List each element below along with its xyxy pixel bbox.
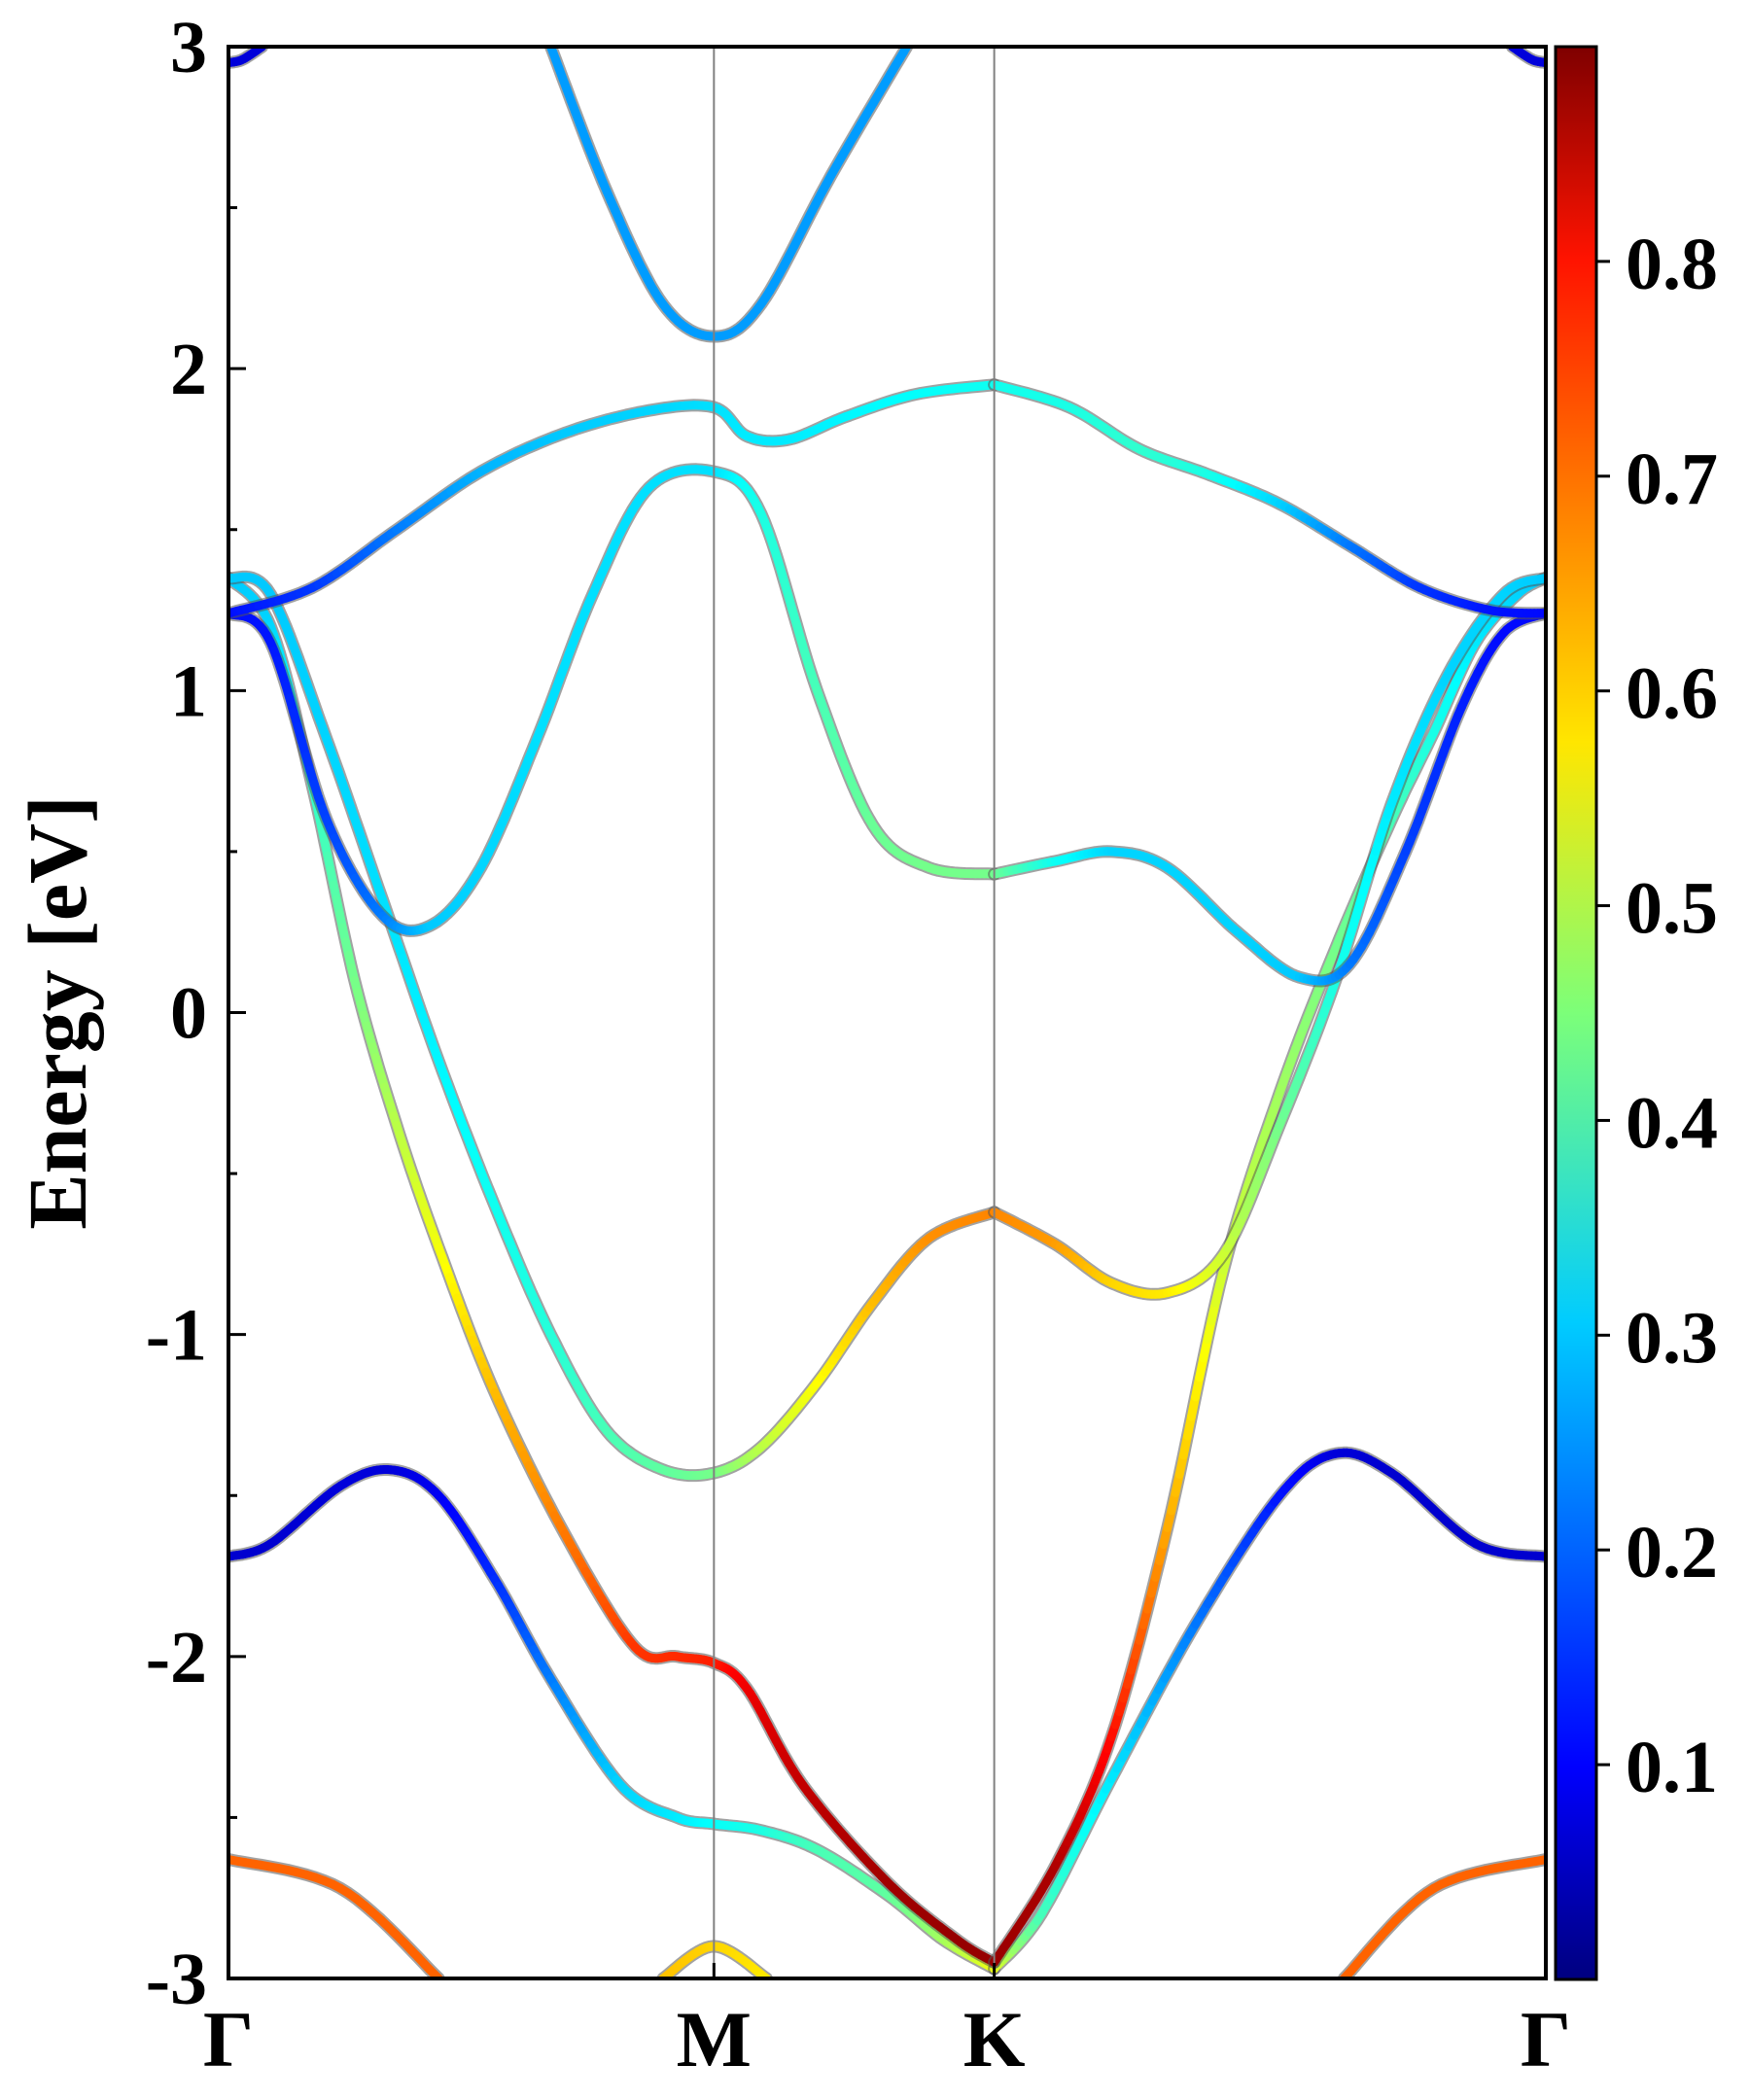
colorbar-ticks-group <box>1596 260 1610 1767</box>
colorbar <box>1554 45 1598 1981</box>
band-series-group <box>228 47 1546 1978</box>
band-5 <box>988 1446 1546 1976</box>
y-tick-label: -3 <box>146 1939 207 2020</box>
y-axis-label: Energy [eV] <box>11 795 104 1230</box>
band-16 <box>1505 47 1546 70</box>
band-3 <box>1337 1853 1546 1978</box>
band-9 <box>988 571 1546 1301</box>
x-tick-label: Γ <box>203 1995 254 2083</box>
band-11 <box>988 607 1546 988</box>
band-13 <box>988 378 1546 620</box>
colorbar-tick-label: 0.8 <box>1626 224 1718 305</box>
band-1 <box>228 1853 445 1978</box>
y-tick-label: -2 <box>146 1617 207 1698</box>
band-7-outline <box>988 571 1546 1969</box>
band-10 <box>228 463 1001 937</box>
y-tick-label: 2 <box>170 329 207 410</box>
band-7 <box>988 571 1546 1969</box>
band-14 <box>544 47 914 343</box>
band-1-outline <box>228 1853 445 1978</box>
band-15 <box>228 47 269 70</box>
band-8-outline <box>228 570 1001 1483</box>
y-tick-label: -1 <box>146 1295 207 1377</box>
colorbar-tick-label: 0.3 <box>1626 1297 1718 1379</box>
y-tick-label: 1 <box>170 650 207 732</box>
colorbar-tick-label: 0.6 <box>1626 653 1718 735</box>
y-tick-label: 0 <box>170 973 207 1055</box>
colorbar-tick-label: 0.7 <box>1626 438 1718 520</box>
x-tick-label: Γ <box>1521 1995 1571 2083</box>
x-tick-label: M <box>677 1995 752 2083</box>
y-tick-label: 3 <box>170 7 207 88</box>
colorbar-tick-label: 0.1 <box>1626 1727 1718 1808</box>
colorbar-tick-label: 0.5 <box>1626 868 1718 950</box>
band-12 <box>228 378 1001 620</box>
colorbar-tick-label: 0.4 <box>1626 1082 1718 1164</box>
band-9-outline <box>988 571 1546 1301</box>
band-8 <box>228 570 1001 1483</box>
colorbar-labels-group: 0.1 0.2 0.3 0.4 0.5 0.6 0.7 0.8 <box>1626 224 1718 1808</box>
kpoint-lines-group <box>713 47 996 1978</box>
band-3-outline <box>1337 1853 1546 1978</box>
axis-ticks-group <box>227 45 1548 1980</box>
y-tick-labels-group: -3 -2 -1 0 1 2 3 <box>146 7 207 2020</box>
colorbar-tick-label: 0.2 <box>1626 1512 1718 1593</box>
x-tick-label: K <box>963 1995 1026 2083</box>
